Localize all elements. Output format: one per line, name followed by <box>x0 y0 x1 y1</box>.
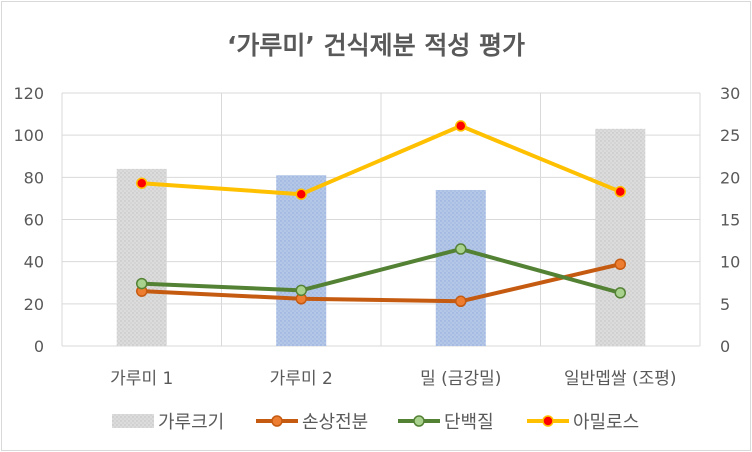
x-tick-1: 가루미 2 <box>270 369 333 389</box>
y-right-tick-2: 10 <box>720 253 740 272</box>
y-right-tick-1: 5 <box>720 295 730 314</box>
y-left-tick-0: 0 <box>34 337 44 356</box>
legend-swatch-0 <box>112 414 154 428</box>
y-left-tick-5: 100 <box>13 126 44 145</box>
bar-0 <box>116 168 167 346</box>
legend-label-2: 단백질 <box>444 412 494 433</box>
y-right-tick-6: 30 <box>720 84 740 103</box>
y-left-tick-1: 20 <box>24 295 44 314</box>
y-right-tick-4: 20 <box>720 168 740 187</box>
gridlines <box>61 92 701 347</box>
legend-marker-2 <box>413 415 425 427</box>
bar-series <box>116 128 646 346</box>
point-2-2 <box>455 120 467 132</box>
x-tick-0: 가루미 1 <box>110 369 173 389</box>
bar-1 <box>276 175 327 346</box>
series-line-0 <box>139 262 623 304</box>
legend-label-0: 가루크기 <box>158 412 224 433</box>
bar-3 <box>595 128 646 346</box>
legend: 가루크기 손상전분 단백질 아밀로스 <box>112 412 639 433</box>
y-left-tick-6: 120 <box>13 84 44 103</box>
series-line-1 <box>139 247 623 295</box>
y-right-tick-0: 0 <box>720 337 730 356</box>
point-2-3 <box>614 185 626 198</box>
legend-label-3: 아밀로스 <box>573 412 639 433</box>
y-right-tick-5: 25 <box>720 126 740 145</box>
point-1-0 <box>136 277 148 290</box>
y-axis-left: 0 20 40 60 80 100 120 <box>13 84 44 356</box>
point-1-2 <box>455 243 467 255</box>
x-tick-3: 일반멥쌀 (조평) <box>564 369 677 389</box>
legend-marker-1 <box>271 415 283 427</box>
y-left-tick-2: 40 <box>24 253 44 272</box>
point-1-1 <box>295 284 307 297</box>
legend-marker-3 <box>542 415 554 427</box>
legend-label-1: 손상전분 <box>302 412 368 433</box>
line-series <box>136 120 626 308</box>
y-left-tick-4: 80 <box>24 168 44 187</box>
y-axis-right: 0 5 10 15 20 25 30 <box>720 84 740 356</box>
point-1-3 <box>614 287 626 299</box>
chart-title: ‘가루미’ 건식제분 적성 평가 <box>227 31 525 60</box>
point-0-2 <box>455 295 467 308</box>
point-2-0 <box>136 177 148 189</box>
x-axis: 가루미 1 가루미 2 밀 (금강밀) 일반멥쌀 (조평) <box>110 369 676 389</box>
point-0-3 <box>614 258 626 270</box>
x-tick-2: 밀 (금강밀) <box>420 369 501 389</box>
y-left-tick-3: 60 <box>24 211 44 230</box>
bar-2 <box>435 189 486 346</box>
point-2-1 <box>295 188 307 200</box>
y-right-tick-3: 15 <box>720 211 740 230</box>
series-line-2 <box>139 123 623 197</box>
